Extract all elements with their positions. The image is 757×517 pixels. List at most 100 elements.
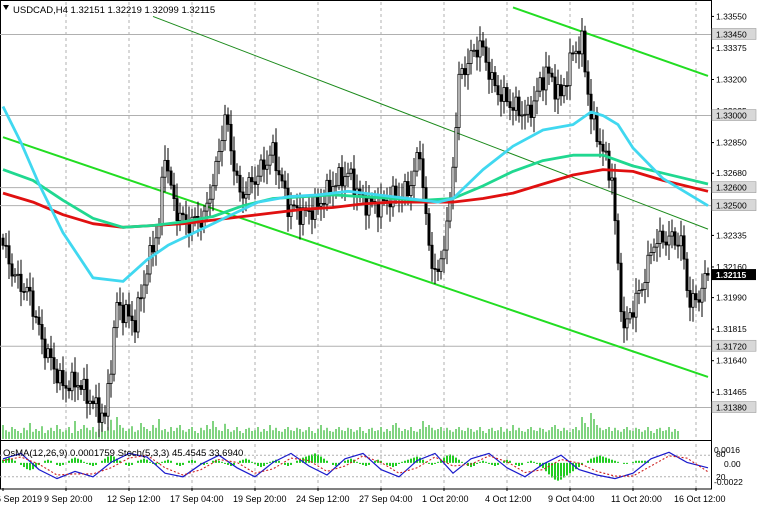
- candle-body: [277, 170, 281, 176]
- time-tick-label: 11 Oct 20:00: [611, 494, 662, 504]
- stoch-main-line: [2, 451, 709, 480]
- candle-body: [451, 166, 455, 200]
- candle-body: [193, 216, 197, 218]
- candle-body: [367, 197, 371, 216]
- price-tick-label: 1.32335: [716, 230, 747, 240]
- level-label-box: [711, 28, 757, 40]
- candle-body: [565, 85, 569, 87]
- price-tick-label: 1.33200: [716, 75, 747, 85]
- candle-body: [538, 77, 542, 92]
- candle-body: [37, 316, 41, 325]
- candle-body: [31, 290, 35, 317]
- time-tick-label: 4 Oct 12:00: [485, 494, 532, 504]
- candle-body: [97, 397, 101, 423]
- candle-body: [697, 299, 701, 303]
- candle-body: [469, 50, 473, 64]
- level-label-box: [711, 109, 757, 121]
- candle-body: [640, 289, 644, 292]
- candle-body: [634, 292, 638, 318]
- candle-body: [151, 245, 155, 253]
- candle-body: [508, 101, 512, 108]
- price-tick-label: 1.33375: [716, 43, 747, 53]
- candle-body: [124, 304, 128, 324]
- candle-body: [550, 72, 554, 78]
- candle-body: [442, 249, 446, 260]
- volume-bars: [2, 413, 679, 439]
- candle-body: [676, 244, 680, 247]
- candle-body: [535, 90, 539, 102]
- candle-body: [250, 177, 254, 183]
- candle-body: [160, 176, 164, 226]
- candle-body: [328, 179, 332, 194]
- candle-body: [238, 174, 242, 193]
- candle-body: [217, 151, 221, 162]
- candle-body: [646, 254, 650, 283]
- channel-line: [512, 6, 709, 77]
- candle-body: [337, 167, 341, 186]
- candle-body: [571, 52, 575, 55]
- candle-body: [16, 273, 20, 276]
- candle-body: [700, 287, 704, 303]
- candle-body: [100, 412, 104, 423]
- candle-body: [685, 258, 689, 291]
- candle-body: [415, 152, 419, 172]
- indicator-axis-label: 0.00: [724, 459, 741, 469]
- header-triangle-icon[interactable]: [3, 5, 9, 10]
- price-tick-label: 1.33550: [716, 11, 747, 21]
- candle-body: [643, 282, 647, 291]
- candle-body: [601, 143, 605, 152]
- candle-body: [109, 373, 113, 384]
- candle-body: [532, 100, 536, 118]
- candle-body: [13, 274, 17, 277]
- candle-body: [91, 400, 95, 405]
- candle-body: [583, 30, 587, 73]
- candle-body: [340, 167, 344, 187]
- candle-body: [613, 177, 617, 222]
- candle-body: [307, 210, 311, 212]
- candle-body: [595, 112, 599, 142]
- candle-body: [670, 231, 674, 237]
- candle-body: [652, 246, 656, 253]
- channel-line: [2, 136, 709, 378]
- candle-body: [499, 94, 503, 102]
- time-tick-label: 24 Sep 12:00: [296, 494, 350, 504]
- candle-body: [445, 220, 449, 251]
- time-tick-label: 16 Oct 12:00: [674, 494, 726, 504]
- symbol-info: USDCAD,H4 1.32151 1.32219 1.32099 1.3211…: [13, 5, 215, 16]
- candle-body: [130, 315, 134, 321]
- candle-body: [574, 50, 578, 54]
- time-tick-label: 9 Oct 04:00: [548, 494, 595, 504]
- price-tick-label: 1.31815: [716, 324, 747, 334]
- candle-body: [271, 142, 275, 156]
- candle-body: [475, 49, 479, 58]
- candle-body: [562, 85, 566, 97]
- candle-body: [553, 76, 557, 100]
- grid-lines: [0, 0, 712, 490]
- price-tick-label: 1.32680: [716, 168, 747, 178]
- candle-body: [604, 150, 608, 153]
- candle-body: [637, 290, 641, 294]
- candle-body: [55, 368, 59, 384]
- candle-body: [181, 212, 185, 216]
- candle-body: [607, 150, 611, 181]
- candle-body: [265, 164, 269, 170]
- channel-line: [152, 15, 709, 230]
- candle-body: [136, 297, 140, 333]
- candle-body: [46, 348, 50, 359]
- candle-body: [667, 235, 671, 246]
- candle-body: [10, 263, 14, 277]
- candle-body: [58, 370, 62, 384]
- candle-body: [619, 262, 623, 313]
- candle-body: [490, 72, 494, 80]
- time-tick-label: 27 Sep 04:00: [359, 494, 413, 504]
- candle-body: [85, 378, 89, 404]
- candle-body: [580, 30, 584, 55]
- candle-body: [121, 304, 125, 324]
- candle-body: [292, 204, 296, 207]
- candle-body: [403, 181, 407, 198]
- moving-average-line: [2, 153, 709, 229]
- candle-body: [343, 176, 347, 187]
- candle-body: [505, 87, 509, 103]
- candle-body: [622, 311, 626, 329]
- current-price-text: 1.32115: [716, 270, 747, 280]
